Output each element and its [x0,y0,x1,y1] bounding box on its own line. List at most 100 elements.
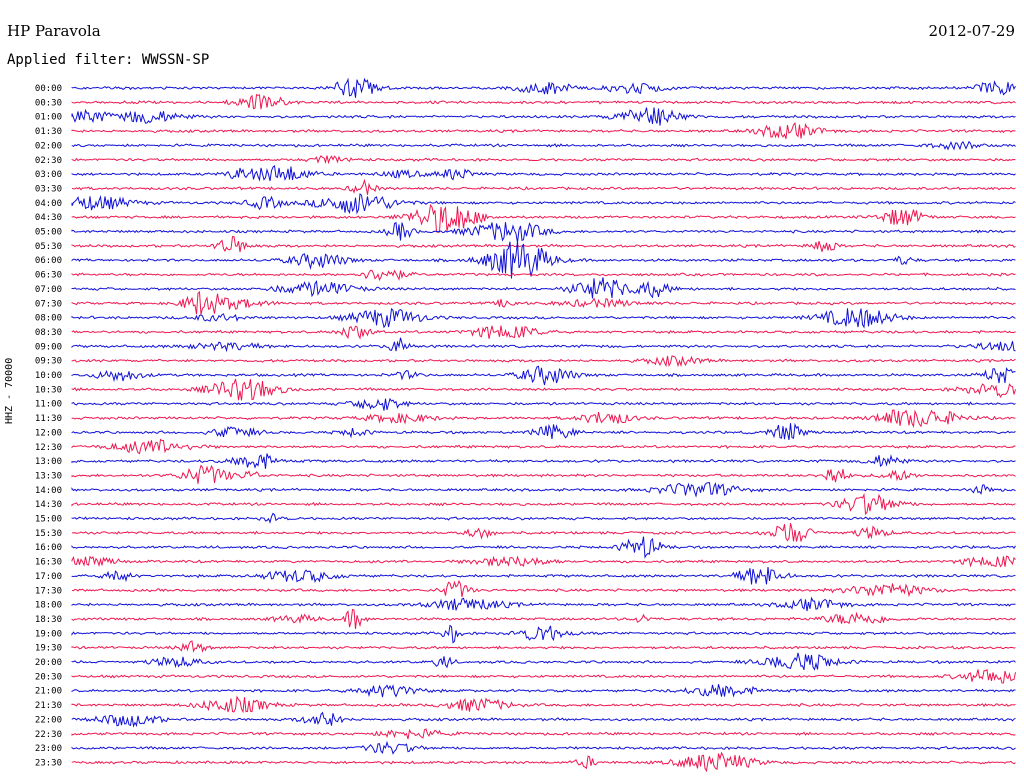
time-label: 08:00 [35,314,62,324]
time-label: 06:30 [35,271,62,281]
time-label: 17:30 [35,586,62,596]
time-label: 01:30 [35,127,62,137]
time-label: 05:30 [35,242,62,252]
time-label: 04:30 [35,213,62,223]
time-label: 11:30 [35,414,62,424]
seismic-trace [71,596,1016,612]
seismic-trace [71,193,1016,215]
seismic-trace [71,77,1016,98]
time-label: 20:30 [35,672,62,682]
time-label: 05:00 [35,228,62,238]
seismic-trace [71,140,1016,151]
seismic-trace [71,512,1016,524]
seismic-trace [71,241,1016,279]
seismic-trace [71,523,1016,542]
seismic-trace [71,555,1016,568]
seismic-trace [71,740,1016,755]
time-label: 03:00 [35,170,62,180]
seismic-trace [71,481,1016,498]
time-label: 02:30 [35,156,62,166]
time-label: 04:00 [35,199,62,209]
time-label: 23:30 [35,758,62,768]
seismic-trace [71,307,1016,329]
time-label: 03:30 [35,184,62,194]
time-label: 18:30 [35,615,62,625]
time-label: 21:30 [35,701,62,711]
time-label: 12:00 [35,428,62,438]
time-label: 10:30 [35,385,62,395]
seismic-trace [71,203,1016,233]
seismic-trace [71,164,1016,182]
time-label: 16:00 [35,543,62,553]
time-label: 09:30 [35,357,62,367]
time-label: 09:00 [35,342,62,352]
seismic-trace [71,453,1016,469]
seismic-trace [71,290,1016,315]
seismic-trace [71,652,1016,671]
seismic-trace [71,608,1016,629]
time-label: 22:00 [35,715,62,725]
time-label: 13:00 [35,457,62,467]
seismic-trace [71,355,1016,368]
time-label: 15:30 [35,529,62,539]
station-name: HP Paravola [7,22,101,40]
seismic-trace [71,337,1016,353]
filter-label: Applied filter: WWSSN-SP [7,52,210,68]
seismic-trace [71,536,1016,559]
time-label: 18:00 [35,601,62,611]
time-label: 19:30 [35,644,62,654]
seismic-trace [71,567,1016,585]
date-label: 2012-07-29 [928,22,1015,40]
time-label: 16:30 [35,558,62,568]
time-labels: 00:00 00:30 01:00 01:30 02:00 02:30 03:00 03:30… [35,84,62,768]
seismic-traces [71,77,1016,773]
time-label: 07:30 [35,299,62,309]
time-label: 02:00 [35,141,62,151]
seismic-trace [71,277,1016,299]
time-label: 20:00 [35,658,62,668]
time-label: 08:30 [35,328,62,338]
seismic-trace [71,93,1016,110]
seismic-trace [71,178,1016,195]
seismic-trace [71,397,1016,411]
seismic-trace [71,325,1016,340]
time-label: 10:00 [35,371,62,381]
time-label: 19:00 [35,629,62,639]
seismic-trace [71,751,1016,773]
seismic-trace [71,695,1016,714]
time-label: 14:00 [35,486,62,496]
time-label: 11:00 [35,400,62,410]
time-label: 12:30 [35,443,62,453]
time-label: 17:00 [35,572,62,582]
seismic-trace [71,579,1016,598]
seismic-trace [71,438,1016,455]
seismic-trace [71,107,1016,126]
time-label: 13:30 [35,471,62,481]
time-label: 14:30 [35,500,62,510]
seismic-trace [71,236,1016,253]
seismic-trace [71,711,1016,728]
time-label: 07:00 [35,285,62,295]
time-label: 06:00 [35,256,62,266]
time-label: 00:00 [35,84,62,94]
time-label: 21:00 [35,687,62,697]
seismic-trace [71,668,1016,684]
seismic-trace [71,378,1016,401]
time-label: 15:00 [35,515,62,525]
seismic-trace [71,464,1016,484]
seismic-trace [71,684,1016,698]
seismic-trace [71,269,1016,282]
seismic-trace [71,492,1016,516]
time-label: 23:00 [35,744,62,754]
time-label: 01:00 [35,113,62,123]
time-label: 00:30 [35,98,62,108]
seismic-trace [71,640,1016,653]
seismic-trace [71,154,1016,165]
seismic-trace [71,728,1016,740]
seismic-trace [71,122,1016,139]
seismic-trace [71,221,1016,243]
seismic-trace [71,365,1016,386]
seismic-trace [71,409,1016,429]
seismic-trace [71,624,1016,644]
